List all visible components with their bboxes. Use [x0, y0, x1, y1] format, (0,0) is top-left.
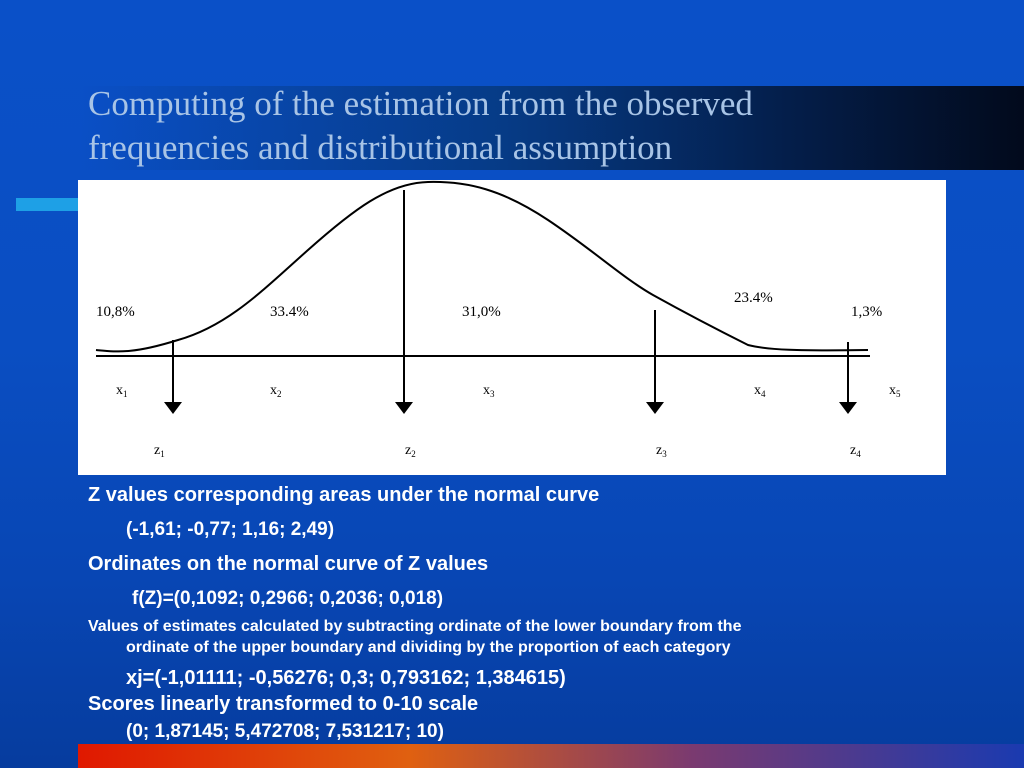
slide-title: Computing of the estimation from the obs…: [88, 82, 968, 170]
bullet-scores: Scores linearly transformed to 0-10 scal…: [88, 693, 479, 715]
title-band: [80, 86, 1024, 170]
bullet-ordinates: Ordinates on the normal curve of Z value…: [88, 553, 489, 575]
bell-curve: [95, 180, 869, 353]
bottom-gradient-bar: [78, 744, 1024, 768]
x-label-5: x5: [889, 383, 901, 399]
x-label-2: x2: [270, 383, 282, 399]
arrowhead-z4: [839, 402, 857, 414]
title-line-2: frequencies and distributional assumptio…: [88, 128, 673, 167]
pct-label-5: 1,3%: [851, 304, 882, 320]
pct-label-1: 10,8%: [96, 304, 135, 320]
z-label-2: z2: [405, 443, 416, 459]
z-label-1: z1: [154, 443, 165, 459]
arrowhead-z3: [646, 402, 664, 414]
accent-bar: [16, 198, 80, 211]
ordinates-list: f(Z)=(0,1092; 0,2966; 0,2036; 0,018): [132, 588, 444, 609]
arrowhead-z2: [395, 402, 413, 414]
scores-list: (0; 1,87145; 5,472708; 7,531217; 10): [126, 721, 444, 742]
bullet-z-values: Z values corresponding areas under the n…: [88, 484, 600, 506]
z-label-3: z3: [656, 443, 667, 459]
pct-label-3: 31,0%: [462, 304, 501, 320]
arrowhead-z1: [164, 402, 182, 414]
normal-curve-figure: 10,8% 33.4% 31,0% 23.4% 1,3% x1 x2 x3 x4…: [78, 180, 946, 475]
z-arrows: [164, 190, 857, 414]
bullet-estimates-line2: ordinate of the upper boundary and divid…: [126, 639, 731, 656]
x-label-1: x1: [116, 383, 128, 399]
bullet-estimates-line1: Values of estimates calculated by subtra…: [88, 618, 742, 635]
x-label-3: x3: [483, 383, 495, 399]
z-values-list: (-1,61; -0,77; 1,16; 2,49): [126, 519, 335, 540]
estimates-list: xj=(-1,01111; -0,56276; 0,3; 0,793162; 1…: [126, 667, 566, 689]
pct-label-2: 33.4%: [270, 304, 309, 320]
z-label-4: z4: [850, 443, 861, 459]
x-label-4: x4: [754, 383, 766, 399]
pct-label-4: 23.4%: [734, 290, 773, 306]
title-line-1: Computing of the estimation from the obs…: [88, 84, 753, 123]
normal-curve-svg: 10,8% 33.4% 31,0% 23.4% 1,3% x1 x2 x3 x4…: [95, 180, 901, 459]
